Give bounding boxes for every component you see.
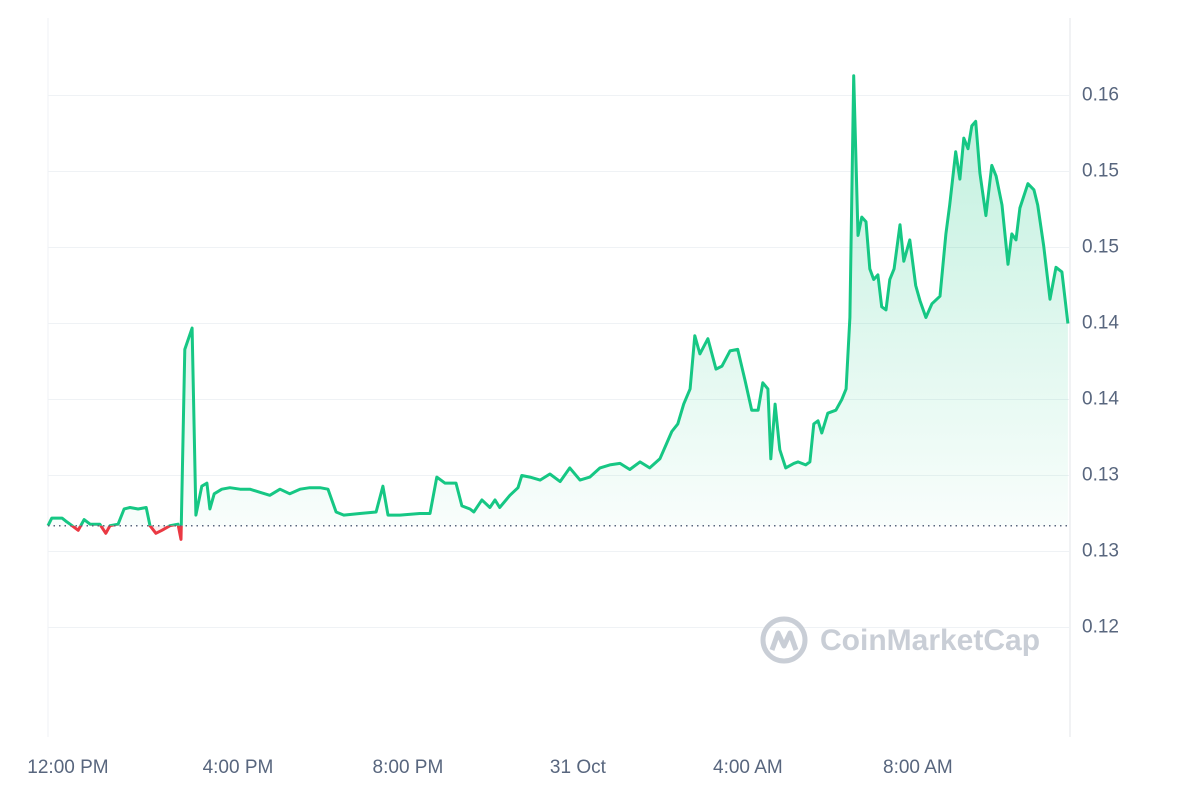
y-tick-label: 0.14 xyxy=(1082,389,1119,410)
y-tick-label: 0.14 xyxy=(1082,313,1119,334)
x-tick-label: 8:00 AM xyxy=(883,757,953,778)
watermark-logo-mark xyxy=(769,630,799,651)
y-tick-label: 0.12 xyxy=(1082,617,1119,638)
y-tick-label: 0.16 xyxy=(1082,85,1119,106)
x-tick-label: 8:00 PM xyxy=(373,757,444,778)
y-tick-label: 0.13 xyxy=(1082,465,1119,486)
y-tick-label: 0.15 xyxy=(1082,161,1119,182)
watermark: CoinMarketCap xyxy=(760,616,1040,664)
x-tick-label: 4:00 AM xyxy=(713,757,783,778)
watermark-logo xyxy=(760,616,808,664)
x-tick-label: 31 Oct xyxy=(550,757,607,778)
watermark-text: CoinMarketCap xyxy=(820,624,1040,657)
x-tick-label: 4:00 PM xyxy=(203,757,274,778)
price-line xyxy=(46,74,1070,526)
y-tick-label: 0.13 xyxy=(1082,541,1119,562)
y-tick-label: 0.15 xyxy=(1082,237,1119,258)
area-above-open xyxy=(48,75,1068,526)
x-tick-label: 12:00 PM xyxy=(27,757,108,778)
